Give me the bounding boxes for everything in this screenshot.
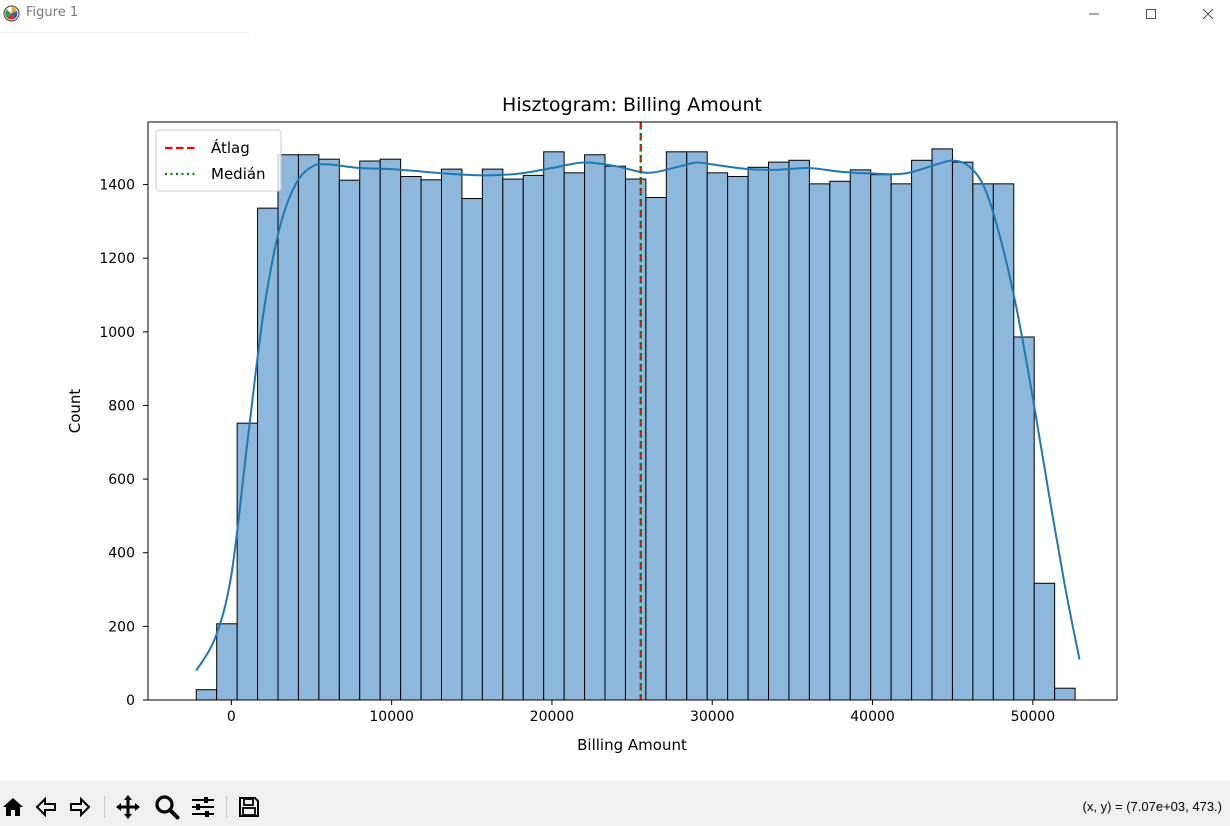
bars-layer	[195, 148, 1076, 701]
save-icon	[239, 797, 259, 817]
y-axis-label: Count	[66, 389, 84, 434]
y-tick-label: 400	[108, 546, 135, 562]
histogram-bar	[338, 179, 361, 701]
app-icon	[3, 5, 20, 22]
histogram-bar	[747, 166, 770, 701]
legend: Átlag Medián	[155, 129, 282, 192]
histogram-bar	[931, 148, 953, 701]
histogram-bar	[706, 172, 729, 701]
histogram-bar	[1054, 687, 1076, 701]
histogram-bar	[788, 159, 810, 701]
window-title: Figure 1	[26, 5, 79, 20]
x-tick-label: 30000	[690, 709, 735, 725]
histogram-bar	[1033, 582, 1056, 701]
histogram-bar	[502, 178, 524, 701]
configure-subplots-icon	[192, 797, 214, 817]
histogram-bar	[543, 151, 565, 701]
histogram-bar	[727, 175, 749, 701]
plot-frame	[147, 121, 1118, 701]
legend-box	[155, 129, 282, 192]
histogram-bar	[195, 689, 218, 701]
configure-subplots-button[interactable]	[190, 794, 216, 820]
figure-canvas[interactable]: Hisztogram: Billing Amount 0 10000 20000 30…	[0, 33, 1230, 781]
histogram-bar	[461, 198, 483, 701]
histogram-bar	[522, 174, 545, 701]
y-tick-label: 0	[126, 693, 135, 709]
x-axis-ticks: 0 10000 20000 30000 40000 50000	[227, 700, 1055, 725]
histogram-bar	[972, 183, 994, 701]
histogram-bar	[379, 158, 402, 701]
histogram-bar	[665, 151, 688, 701]
toolbar-separator	[104, 796, 105, 818]
minimize-icon	[1089, 13, 1099, 14]
x-tick-label: 10000	[369, 709, 414, 725]
histogram-bar	[870, 174, 892, 701]
close-icon	[1202, 8, 1214, 19]
y-axis-ticks: 0 200 400 600 800 1000 1200 1400	[99, 178, 148, 709]
histogram-bar	[400, 175, 422, 701]
x-tick-label: 50000	[1011, 709, 1056, 725]
histogram-bar	[890, 183, 913, 701]
y-tick-label: 1200	[99, 251, 135, 267]
forward-icon	[70, 796, 91, 818]
histogram-bar	[563, 172, 586, 701]
zoom-icon	[155, 795, 180, 820]
navigation-toolbar: (x, y) = (7.07e+03, 473.)	[0, 781, 1230, 826]
histogram-bar	[604, 165, 626, 701]
histogram-bar	[992, 183, 1015, 701]
histogram-bar	[216, 623, 238, 701]
close-button[interactable]	[1180, 0, 1230, 27]
home-icon	[3, 798, 23, 816]
titlebar-divider	[0, 32, 250, 33]
minimize-button[interactable]	[1066, 0, 1122, 27]
back-icon	[35, 796, 56, 818]
histogram-bar	[686, 151, 708, 701]
forward-button[interactable]	[67, 794, 93, 820]
legend-median-label: Medián	[211, 165, 266, 183]
histogram-bar	[297, 154, 320, 701]
histogram-bar	[829, 180, 851, 701]
histogram-bar	[277, 154, 299, 701]
histogram-bar	[420, 179, 443, 701]
chart-title: Hisztogram: Billing Amount	[502, 94, 762, 116]
window-titlebar: Figure 1	[0, 0, 1230, 27]
x-tick-label: 40000	[850, 709, 895, 725]
x-axis-label: Billing Amount	[577, 736, 687, 754]
histogram-bar	[911, 159, 933, 701]
x-tick-label: 20000	[530, 709, 575, 725]
histogram-bar	[359, 160, 381, 701]
zoom-button[interactable]	[154, 794, 180, 820]
maximize-button[interactable]	[1123, 0, 1179, 27]
home-button[interactable]	[0, 794, 26, 820]
pan-button[interactable]	[115, 794, 141, 820]
y-tick-label: 1400	[99, 178, 135, 194]
histogram-bar	[584, 154, 606, 701]
histogram-bar	[849, 169, 872, 701]
legend-mean-label: Átlag	[211, 138, 250, 157]
y-tick-label: 1000	[99, 325, 135, 341]
x-tick-label: 0	[227, 709, 236, 725]
histogram-bar	[236, 422, 259, 701]
maximize-icon	[1146, 8, 1156, 19]
y-tick-label: 800	[108, 398, 135, 414]
save-button[interactable]	[236, 794, 262, 820]
histogram-bar	[768, 161, 790, 701]
histogram-bar	[951, 161, 974, 701]
cursor-coordinates: (x, y) = (7.07e+03, 473.)	[1082, 799, 1222, 814]
histogram-bar	[808, 183, 831, 701]
kde-line	[195, 159, 1081, 672]
y-tick-label: 200	[108, 619, 135, 635]
histogram-bar	[318, 158, 340, 701]
pan-icon	[116, 795, 140, 819]
y-tick-label: 600	[108, 472, 135, 488]
histogram-chart[interactable]: Hisztogram: Billing Amount 0 10000 20000 30…	[0, 33, 1230, 781]
toolbar-separator	[226, 796, 227, 818]
back-button[interactable]	[33, 794, 59, 820]
histogram-bar	[645, 196, 667, 701]
histogram-bar	[481, 168, 504, 701]
histogram-bar	[441, 168, 463, 701]
histogram-bar	[624, 178, 647, 701]
